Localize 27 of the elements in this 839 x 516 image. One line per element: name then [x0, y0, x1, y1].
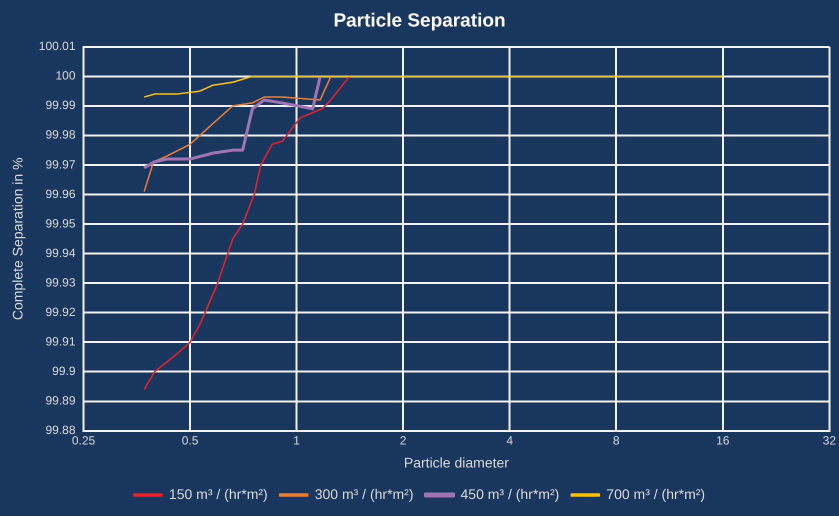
legend-label: 300 m³ / (hr*m²) [314, 486, 414, 502]
y-tick-label: 99.91 [45, 334, 76, 348]
y-tick-label: 99.93 [45, 275, 76, 290]
x-tick-label: 0.5 [182, 433, 199, 448]
x-tick-label: 32 [822, 433, 836, 448]
x-tick-label: 16 [716, 433, 730, 448]
y-tick-label: 99.95 [45, 216, 76, 230]
y-tick-label: 100 [55, 68, 76, 83]
x-tick-label: 8 [612, 433, 620, 448]
y-tick-label: 99.99 [45, 98, 76, 112]
y-tick-label: 99.97 [45, 157, 76, 172]
x-tick-label: 4 [506, 433, 514, 448]
x-axis-title: Particle diameter [404, 454, 510, 470]
y-tick-label: 99.9 [52, 364, 76, 378]
x-tick-label: 2 [400, 433, 407, 448]
y-tick-label: 99.94 [45, 246, 76, 260]
legend-label: 450 m³ / (hr*m²) [460, 486, 560, 502]
y-tick-label: 99.96 [45, 186, 76, 201]
legend-label: 150 m³ / (hr*m²) [168, 486, 268, 502]
y-tick-label: 99.92 [45, 304, 76, 319]
y-axis-title: Complete Separation in % [9, 157, 26, 320]
x-tick-label: 1 [293, 433, 300, 448]
legend-label: 700 m³ / (hr*m²) [606, 486, 706, 502]
y-tick-label: 99.98 [45, 128, 76, 142]
y-tick-label: 99.89 [45, 394, 76, 408]
y-tick-label: 100.01 [38, 39, 76, 54]
chart-title: Particle Separation [333, 10, 506, 32]
